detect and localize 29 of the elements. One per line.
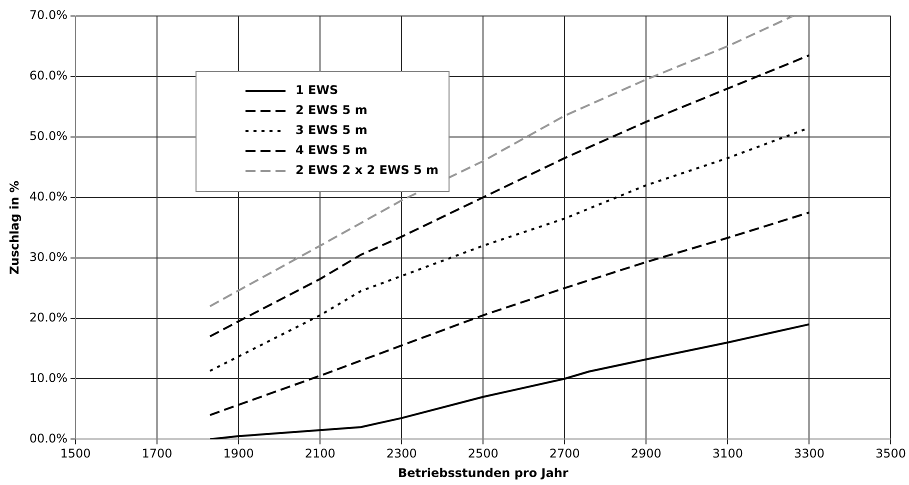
x-tick-label: 1900 [223, 446, 254, 461]
y-tick-label: 60.0% [29, 68, 68, 83]
line-series [209, 16, 794, 308]
legend-label: 2 EWS 5 m [296, 103, 368, 118]
y-tick-label: 70.0% [29, 8, 68, 22]
x-tick-label: 1700 [142, 446, 172, 461]
x-tick-label: 3500 [875, 446, 906, 461]
y-tick-label: 00.0% [29, 431, 68, 446]
x-tick-label: 2700 [549, 446, 580, 461]
line-series [209, 54, 810, 338]
x-tick-label: 3300 [794, 446, 824, 461]
x-tick-label: 2500 [468, 446, 498, 461]
legend-label: 2 EWS 2 x 2 EWS 5 m [296, 163, 439, 178]
legend-label: 4 EWS 5 m [296, 143, 368, 158]
legend-label: 1 EWS [296, 83, 338, 98]
y-tick-label: 40.0% [29, 189, 68, 204]
x-tick-label: 2100 [304, 446, 336, 461]
x-tick-label: 2300 [386, 446, 417, 461]
y-tick-label: 10.0% [29, 370, 68, 385]
x-axis-title: Betriebsstunden pro Jahr [398, 466, 568, 480]
legend-label: 3 EWS 5 m [296, 123, 368, 138]
y-tick-label: 30.0% [29, 250, 68, 264]
x-tick-label: 3100 [712, 446, 743, 461]
x-tick-label: 2900 [630, 446, 662, 461]
y-tick-label: 20.0% [29, 310, 68, 324]
y-tick-label: 50.0% [29, 129, 68, 144]
x-tick-label: 1500 [60, 446, 91, 461]
y-axis-title: Zuschlag in % [7, 180, 22, 275]
line-series [209, 211, 810, 416]
